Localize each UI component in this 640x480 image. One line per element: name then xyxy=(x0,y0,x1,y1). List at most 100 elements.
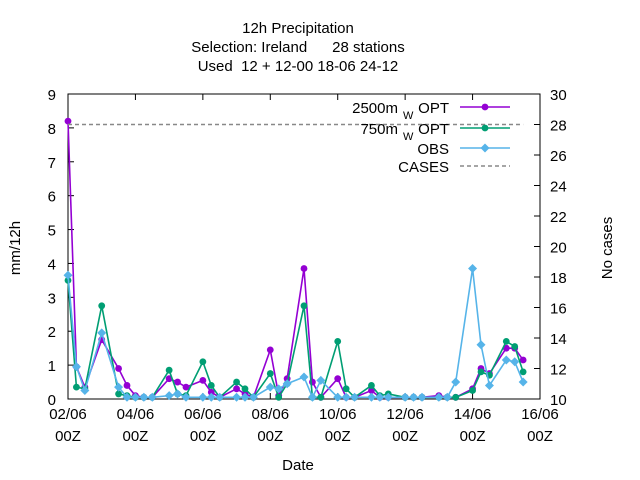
data-point xyxy=(241,385,249,393)
y2-tick-label: 20 xyxy=(550,240,567,257)
data-point xyxy=(63,270,73,280)
chart-title: 12h Precipitation Selection: Ireland 28 … xyxy=(191,20,404,75)
x-tick-label-hour: 00Z xyxy=(190,428,216,445)
data-point xyxy=(274,384,284,394)
axes: 0123456789101214161820222426283002/0600Z… xyxy=(48,87,567,445)
data-point xyxy=(501,355,511,365)
y2-tick-label: 22 xyxy=(550,209,567,226)
y2-tick-label: 14 xyxy=(550,331,567,348)
data-point xyxy=(468,264,478,274)
data-point xyxy=(266,370,274,377)
data-point xyxy=(342,385,350,393)
data-point xyxy=(199,376,207,384)
data-point xyxy=(300,265,308,272)
y2-tick-label: 28 xyxy=(550,118,567,135)
data-point xyxy=(282,379,292,389)
data-point xyxy=(333,392,343,402)
data-point xyxy=(317,393,325,401)
data-point xyxy=(266,346,274,354)
data-point xyxy=(307,392,317,402)
x-tick-label-date: 06/06 xyxy=(184,406,222,423)
legend-label: 2500m xyxy=(352,100,398,117)
data-point xyxy=(519,368,527,376)
data-point xyxy=(198,392,208,402)
data-point xyxy=(165,366,173,374)
data-point xyxy=(477,368,485,376)
x-tick-label-hour: 00Z xyxy=(460,428,486,445)
y2-tick-label: 30 xyxy=(550,87,567,104)
data-point xyxy=(452,393,460,401)
legend-item: 750m W OPT xyxy=(360,121,510,143)
y2-tick-label: 16 xyxy=(550,301,567,318)
y2-axis-label: No cases xyxy=(599,217,616,280)
data-point xyxy=(409,392,419,402)
legend-item: CASES xyxy=(398,159,510,176)
data-point xyxy=(240,392,250,402)
y2-tick-label: 18 xyxy=(550,270,567,287)
data-point xyxy=(481,103,489,111)
data-point xyxy=(480,143,490,153)
x-axis-label: Date xyxy=(282,457,314,474)
data-point xyxy=(368,387,375,394)
data-point xyxy=(434,392,444,402)
y2-tick-label: 26 xyxy=(550,148,567,165)
data-point xyxy=(300,302,308,310)
legend-item: 2500m W OPT xyxy=(352,100,510,122)
y-tick-label: 7 xyxy=(48,155,56,172)
x-tick-label-hour: 00Z xyxy=(527,428,553,445)
data-point xyxy=(451,377,461,387)
data-point xyxy=(122,392,132,402)
y-tick-label: 1 xyxy=(48,358,56,375)
data-point xyxy=(511,343,519,350)
x-tick-label-date: 02/06 xyxy=(49,406,87,423)
data-point xyxy=(207,382,215,389)
data-point xyxy=(519,356,527,364)
data-point xyxy=(375,392,385,402)
y-tick-label: 2 xyxy=(48,324,56,341)
plot-frame xyxy=(67,93,541,400)
y-tick-label: 6 xyxy=(48,189,56,206)
series-2500m xyxy=(64,117,527,401)
y-tick-label: 3 xyxy=(48,290,56,307)
y-tick-label: 4 xyxy=(48,256,56,273)
data-point xyxy=(199,358,207,366)
y-tick-label: 8 xyxy=(48,121,56,138)
data-point xyxy=(139,392,149,402)
legend-item: OBS xyxy=(417,141,510,158)
series-line xyxy=(67,121,524,399)
data-point xyxy=(130,392,140,402)
data-point xyxy=(73,383,80,391)
data-point xyxy=(206,392,216,402)
x-tick-label-hour: 00Z xyxy=(55,428,81,445)
data-point xyxy=(518,377,528,387)
series-obs xyxy=(63,264,528,402)
data-point xyxy=(115,390,122,398)
data-point xyxy=(417,392,427,402)
legend-label: CASES xyxy=(398,159,449,176)
data-point xyxy=(484,380,494,390)
data-point xyxy=(510,357,520,367)
data-point xyxy=(123,382,131,389)
y-tick-label: 0 xyxy=(48,392,56,409)
data-point xyxy=(98,302,106,310)
data-point xyxy=(233,385,240,393)
data-point xyxy=(334,337,342,345)
data-point xyxy=(114,382,124,392)
data-point xyxy=(232,392,242,402)
data-point xyxy=(71,362,81,372)
legend-label: 750m xyxy=(360,121,398,138)
data-point xyxy=(97,328,107,338)
data-point xyxy=(469,387,476,394)
y2-tick-label: 12 xyxy=(550,362,567,379)
data-point xyxy=(265,382,275,392)
legend-label-suffix: OPT xyxy=(418,121,449,138)
legend-label-suffix: OPT xyxy=(418,100,449,117)
y-tick-label: 9 xyxy=(48,87,56,104)
y2-tick-label: 24 xyxy=(550,179,567,196)
data-point xyxy=(316,375,326,385)
title-line-2: Selection: Ireland 28 stations xyxy=(191,39,404,56)
data-point xyxy=(80,386,90,396)
data-point xyxy=(400,392,410,402)
